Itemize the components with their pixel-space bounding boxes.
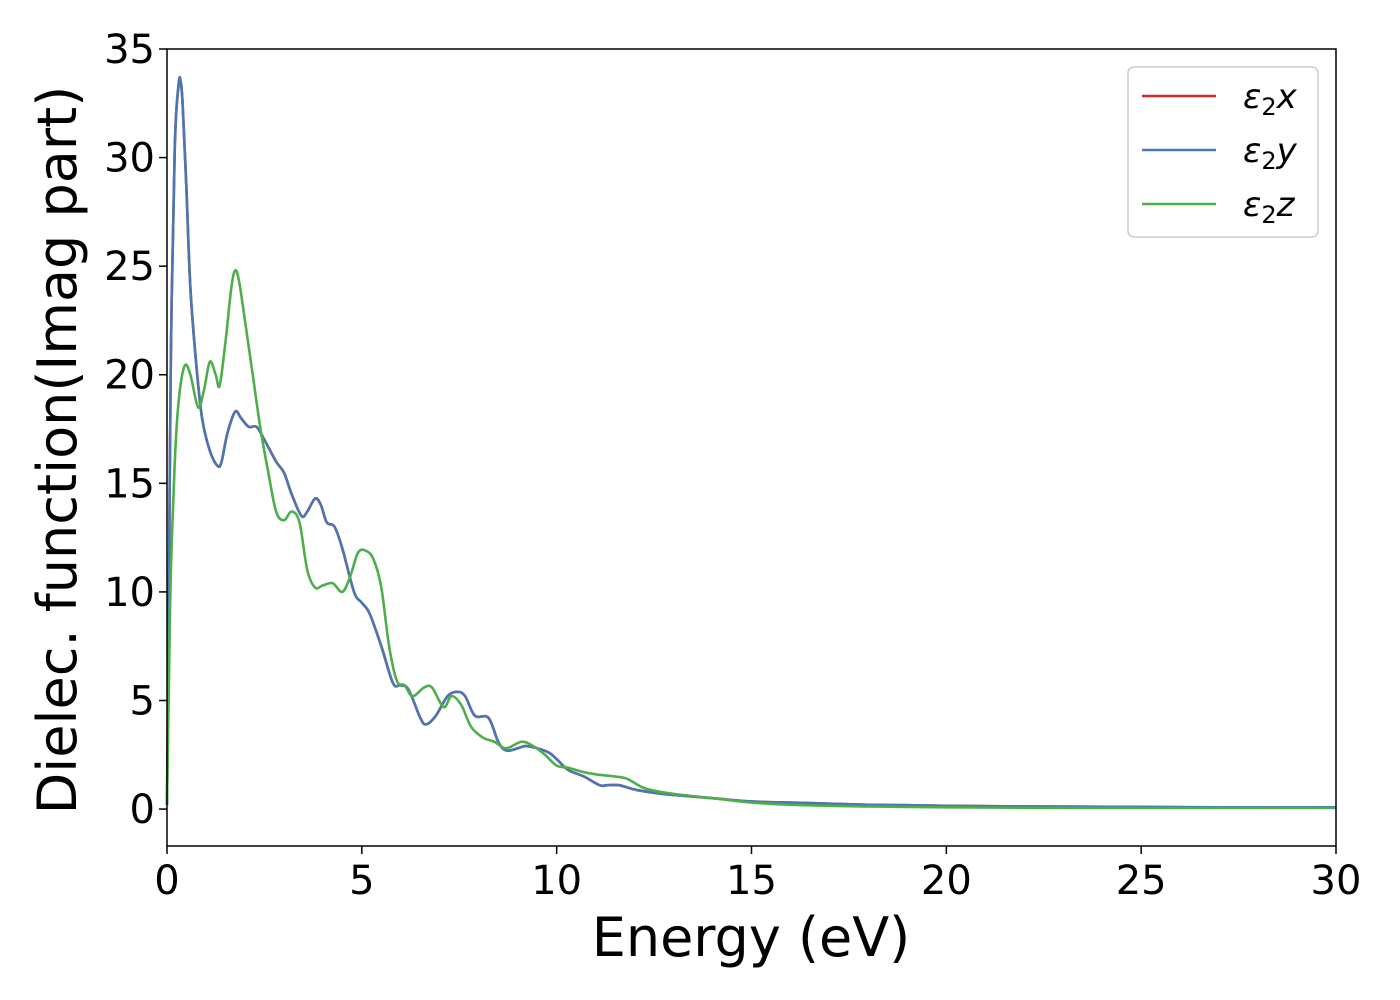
x-tick-label: 5 [349, 858, 374, 904]
y-axis-label: Dielec. function(Imag part) [26, 86, 89, 815]
legend-box [1127, 66, 1319, 238]
x-tick-label: 25 [1116, 858, 1167, 904]
series-line-z [165, 269, 1336, 810]
series-layer [165, 76, 1337, 810]
y-tick-label: 20 [104, 353, 155, 399]
legend-label-y: ε2y [1243, 131, 1298, 175]
x-tick-label: 10 [531, 858, 582, 904]
y-tick-label: 10 [104, 570, 155, 616]
series-line-y [165, 76, 1337, 809]
y-tick-label: 15 [104, 461, 155, 507]
y-tick-label: 0 [130, 787, 155, 833]
y-axis: 0 5 10 15 20 25 30 35 [104, 27, 167, 833]
legend-label-z: ε2z [1243, 185, 1296, 229]
x-axis-label: Energy (eV) [592, 906, 911, 969]
y-tick-label: 25 [104, 244, 155, 290]
y-tick-label: 35 [104, 27, 155, 73]
legend: ε2x ε2y ε2z [1127, 66, 1319, 238]
legend-label-x: ε2x [1243, 77, 1298, 121]
y-tick-label: 5 [130, 678, 155, 724]
x-tick-label: 20 [921, 858, 972, 904]
x-tick-label: 30 [1311, 858, 1362, 904]
x-axis: 0 5 10 15 20 25 30 [154, 846, 1361, 904]
x-tick-label: 0 [154, 858, 179, 904]
y-tick-label: 30 [104, 136, 155, 182]
x-tick-label: 15 [726, 858, 777, 904]
